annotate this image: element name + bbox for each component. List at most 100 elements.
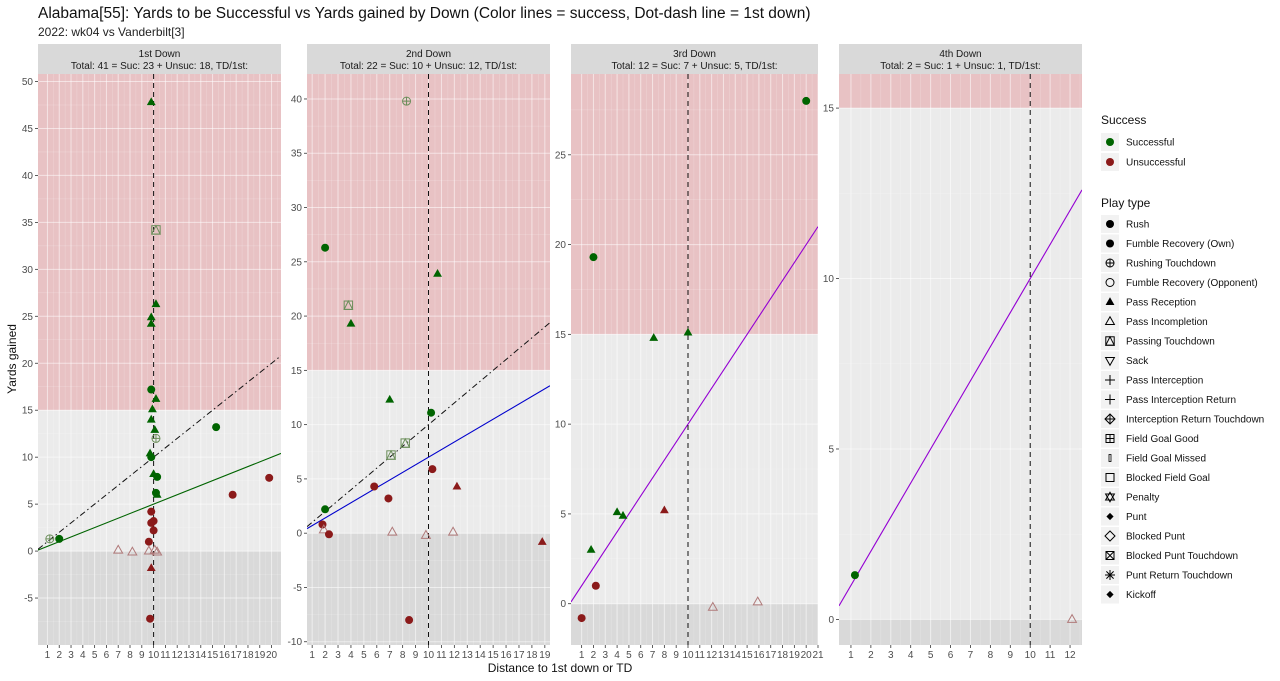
x-tick-label: 11 bbox=[436, 650, 447, 661]
panel-strip-title: 2nd Down bbox=[406, 49, 451, 60]
data-point bbox=[265, 473, 274, 482]
x-tick-label: 9 bbox=[139, 650, 145, 661]
legend-label: Pass Interception bbox=[1126, 376, 1203, 387]
legend-item-playtype: Blocked Punt Touchdown bbox=[1101, 546, 1238, 565]
legend-key bbox=[1101, 449, 1119, 467]
panel-strip-summary: Total: 12 = Suc: 7 + Unsuc: 5, TD/1st: bbox=[611, 61, 777, 72]
data-point bbox=[318, 524, 330, 534]
legend-label: Successful bbox=[1126, 138, 1174, 149]
data-point bbox=[577, 614, 586, 623]
legend-item-playtype: Field Goal Missed bbox=[1101, 449, 1206, 467]
y-tick-label: 5 bbox=[27, 500, 33, 511]
data-point bbox=[127, 546, 138, 556]
data-point bbox=[146, 97, 156, 106]
x-tick-label: 17 bbox=[513, 650, 525, 661]
legend-label: Fumble Recovery (Own) bbox=[1126, 239, 1234, 250]
data-point bbox=[147, 518, 156, 527]
data-point bbox=[147, 507, 156, 516]
panel-strip-summary: Total: 41 = Suc: 23 + Unsuc: 18, TD/1st: bbox=[71, 61, 248, 72]
x-tick-label: 18 bbox=[242, 650, 254, 661]
data-point bbox=[324, 530, 333, 539]
data-point bbox=[153, 472, 162, 481]
x-tick-label: 5 bbox=[361, 650, 367, 661]
x-tick-label: 1 bbox=[309, 650, 315, 661]
y-tick-label: 25 bbox=[22, 312, 34, 323]
data-point bbox=[400, 437, 411, 448]
x-tick-label: 9 bbox=[1008, 650, 1014, 661]
chart-title: Alabama[55]: Yards to be Successful vs Y… bbox=[38, 5, 811, 22]
data-point bbox=[112, 544, 124, 554]
legend-label: Blocked Field Goal bbox=[1126, 473, 1210, 484]
x-tick-label: 8 bbox=[127, 650, 133, 661]
x-tick-label: 5 bbox=[928, 650, 934, 661]
x-tick-label: 10 bbox=[1025, 650, 1037, 661]
y-tick-label: 25 bbox=[291, 257, 303, 268]
y-tick-label: 5 bbox=[296, 474, 302, 485]
y-tick-label: 30 bbox=[22, 265, 34, 276]
legend-square-x-icon bbox=[1105, 551, 1115, 560]
x-tick-label: 14 bbox=[195, 650, 207, 661]
data-point bbox=[147, 385, 156, 394]
data-point bbox=[149, 526, 158, 535]
x-tick-label: 1 bbox=[579, 650, 585, 661]
band-loss bbox=[571, 603, 818, 645]
y-tick-label: 15 bbox=[555, 330, 567, 341]
data-point bbox=[802, 96, 811, 105]
x-tick-label: 13 bbox=[718, 650, 730, 661]
x-tick-label: 20 bbox=[801, 650, 813, 661]
data-point bbox=[384, 494, 393, 503]
data-point bbox=[55, 534, 64, 543]
data-point bbox=[212, 423, 221, 432]
y-tick-label: 40 bbox=[291, 94, 303, 105]
legend-key bbox=[1101, 527, 1119, 545]
data-point bbox=[591, 581, 600, 590]
x-tick-label: 11 bbox=[160, 650, 171, 661]
legend-plus-icon bbox=[1105, 375, 1115, 385]
data-point bbox=[447, 526, 459, 536]
success-line bbox=[38, 452, 281, 551]
legend-key bbox=[1101, 273, 1119, 292]
data-point bbox=[321, 505, 330, 514]
legend-small-bar-icon bbox=[1108, 454, 1112, 462]
data-point bbox=[150, 224, 161, 235]
y-tick-label: 50 bbox=[22, 77, 34, 88]
y-tick-label: 0 bbox=[27, 547, 33, 558]
x-tick-label: 2 bbox=[56, 650, 62, 661]
data-point bbox=[144, 537, 153, 546]
data-point bbox=[151, 394, 161, 402]
legend-label: Rushing Touchdown bbox=[1126, 259, 1216, 270]
x-tick-label: 8 bbox=[988, 650, 994, 661]
y-tick-label: 10 bbox=[291, 420, 303, 431]
x-tick-label: 10 bbox=[148, 650, 160, 661]
legend-label: Blocked Punt bbox=[1126, 532, 1185, 543]
x-tick-label: 6 bbox=[104, 650, 110, 661]
legend-label: Pass Interception Return bbox=[1126, 395, 1236, 406]
legend-label: Passing Touchdown bbox=[1126, 337, 1215, 348]
x-tick-label: 12 bbox=[449, 650, 461, 661]
panel-plot-area bbox=[839, 74, 1082, 645]
y-tick-label: 0 bbox=[560, 599, 566, 610]
legend-filled-circle-icon bbox=[1106, 239, 1114, 248]
legend-open-diamond-icon bbox=[1104, 530, 1116, 542]
legend-item-unsuccessful: Unsuccessful bbox=[1101, 153, 1185, 171]
data-point bbox=[586, 545, 596, 553]
legend-item-playtype: Blocked Punt bbox=[1101, 527, 1185, 545]
x-tick-label: 19 bbox=[539, 650, 551, 661]
x-tick-label: 18 bbox=[777, 650, 789, 661]
first-down-line bbox=[38, 355, 281, 550]
legend-label: Field Goal Good bbox=[1126, 434, 1199, 445]
panel-strip bbox=[839, 44, 1082, 74]
legend-item-playtype: Passing Touchdown bbox=[1101, 332, 1215, 350]
data-point bbox=[147, 453, 156, 462]
y-tick-label: 5 bbox=[828, 444, 834, 455]
legend-label: Pass Incompletion bbox=[1126, 317, 1208, 328]
y-tick-label: 45 bbox=[22, 124, 34, 135]
legend-playtype-title: Play type bbox=[1101, 196, 1151, 210]
data-point bbox=[146, 563, 156, 571]
band-gain bbox=[839, 108, 1082, 620]
legend-open-square-icon bbox=[1105, 473, 1115, 482]
data-point bbox=[343, 299, 354, 310]
data-point bbox=[146, 319, 156, 327]
x-tick-label: 3 bbox=[335, 650, 341, 661]
data-point bbox=[659, 505, 669, 514]
